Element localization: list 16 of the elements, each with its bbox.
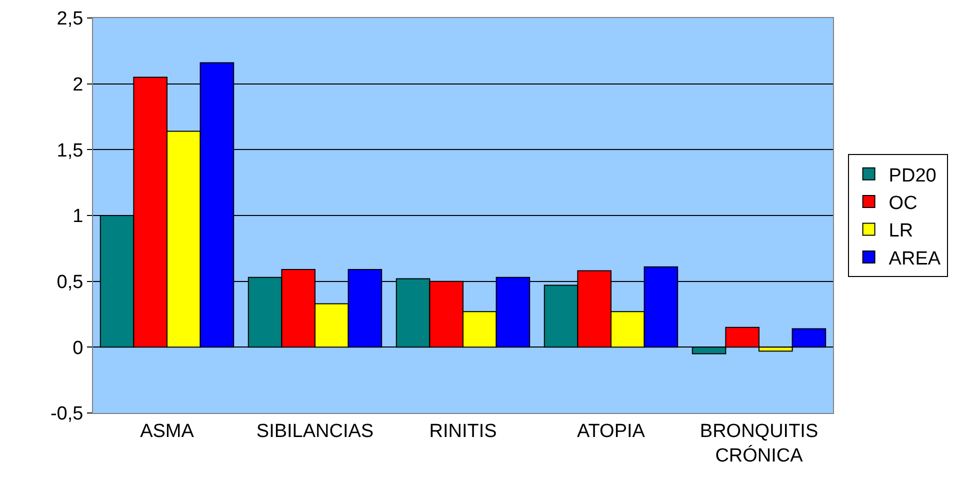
x-tick-label: SIBILANCIAS: [256, 420, 374, 442]
y-tick-label: 2: [72, 74, 84, 96]
y-tick-label: 0: [72, 338, 84, 359]
legend-label: PD20: [888, 165, 936, 186]
y-tick-label: 1,5: [56, 140, 84, 162]
y-tick-label: 2,5: [56, 8, 84, 30]
y-tick-label: -0,5: [50, 404, 84, 425]
y-tick-label: 0,5: [56, 272, 84, 293]
y-tick-label: 1: [72, 206, 84, 228]
x-tick-label: BRONQUITIS CRÓNICA: [700, 420, 818, 466]
legend-label: AREA: [888, 248, 941, 270]
x-tick-label: ATOPIA: [577, 420, 646, 442]
x-tick-label: RINITIS: [429, 420, 497, 442]
legend-label: LR: [888, 220, 914, 242]
legend-label: OC: [888, 192, 918, 214]
x-tick-label: ASMA: [140, 420, 194, 442]
